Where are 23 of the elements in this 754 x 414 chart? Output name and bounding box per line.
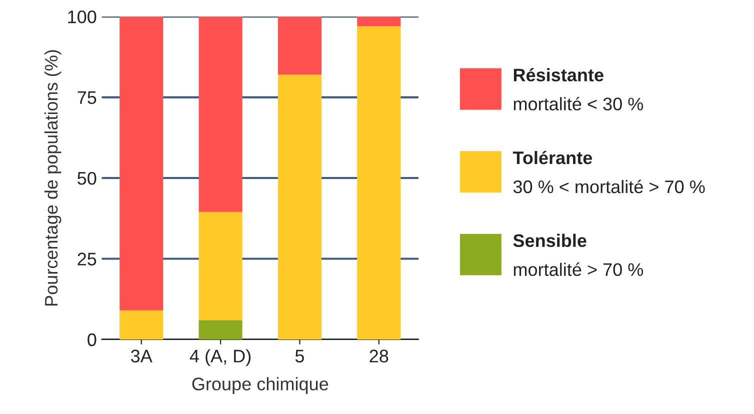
y-tick-label: 25: [78, 252, 96, 266]
legend-label: Résistante mortalité < 30 %: [514, 68, 644, 110]
bar: [278, 16, 322, 75]
legend-label: Sensible mortalité > 70 %: [513, 234, 644, 276]
y-tick-label: 75: [78, 91, 96, 104]
bar: [120, 310, 164, 340]
x-tick-label: 28: [370, 350, 388, 362]
bar: [357, 26, 401, 340]
y-axis-title: Pourcentage de populations (%): [44, 50, 62, 306]
legend-label: Tolérante 30 % < mortalité > 70 %: [512, 150, 705, 194]
bar: [278, 74, 322, 340]
x-tick-label: 5: [295, 350, 304, 362]
x-tick-label: 3A: [131, 350, 152, 362]
y-tick-label: 50: [78, 172, 96, 185]
y-tick-label: 0: [88, 333, 96, 346]
x-axis-title: Groupe chimique: [192, 377, 328, 394]
bar: [198, 212, 242, 320]
bar: [198, 16, 242, 212]
bar: [198, 320, 242, 340]
x-tick-label: 4 (A, D): [190, 349, 251, 366]
bar: [120, 16, 164, 310]
bar: [357, 16, 401, 26]
y-tick-label: 100: [68, 10, 96, 24]
